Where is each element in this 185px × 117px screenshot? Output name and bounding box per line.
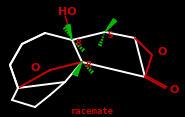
Text: S: S [108, 31, 113, 40]
Text: O: O [31, 63, 40, 73]
Text: O: O [158, 47, 167, 57]
Polygon shape [73, 62, 82, 76]
Text: racemate: racemate [70, 106, 114, 115]
Text: O: O [170, 85, 179, 95]
Text: R: R [85, 60, 91, 69]
Polygon shape [105, 19, 117, 32]
Text: HO: HO [58, 7, 76, 17]
Polygon shape [66, 24, 72, 40]
Text: R: R [75, 40, 81, 49]
